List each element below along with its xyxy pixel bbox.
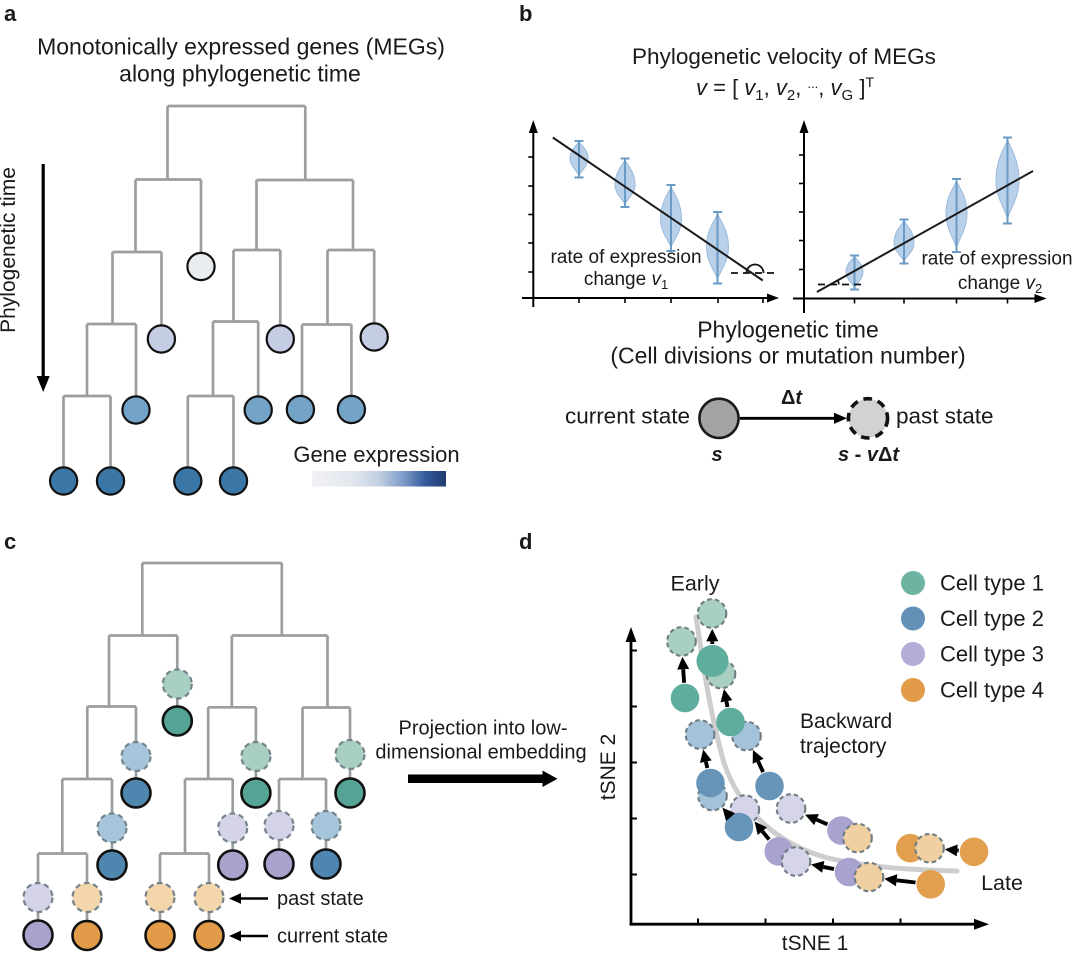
svg-text:past state: past state <box>277 888 364 910</box>
svg-text:(Cell divisions or mutation nu: (Cell divisions or mutation number) <box>610 343 965 369</box>
svg-text:Late: Late <box>981 871 1023 895</box>
svg-text:s - vΔt: s - vΔt <box>838 444 900 466</box>
svg-text:trajectory: trajectory <box>800 735 887 758</box>
svg-text:c: c <box>4 529 16 554</box>
svg-text:Gene expression: Gene expression <box>293 442 459 467</box>
svg-text:Cell type 2: Cell type 2 <box>940 606 1044 631</box>
svg-text:tSNE 2: tSNE 2 <box>597 734 620 801</box>
svg-text:current state: current state <box>277 926 388 948</box>
svg-text:d: d <box>519 529 532 554</box>
svg-text:Phylogenetic time: Phylogenetic time <box>697 317 879 343</box>
svg-text:change v2: change v2 <box>958 273 1042 296</box>
svg-text:rate of expression: rate of expression <box>550 247 701 268</box>
svg-text:Cell type 3: Cell type 3 <box>940 642 1044 667</box>
svg-text:Backward: Backward <box>800 710 892 733</box>
svg-text:Phylogenetic time: Phylogenetic time <box>0 167 20 333</box>
svg-text:dimensional embedding: dimensional embedding <box>375 742 586 764</box>
svg-text:Δt: Δt <box>781 387 803 409</box>
svg-text:a: a <box>4 1 17 26</box>
svg-text:past state: past state <box>896 404 994 429</box>
svg-text:current state: current state <box>565 404 690 429</box>
svg-text:v = [ v1, v2, ..., vG ]T: v = [ v1, v2, ..., vG ]T <box>696 74 874 104</box>
svg-text:rate of expression: rate of expression <box>921 249 1072 270</box>
svg-text:Cell type 4: Cell type 4 <box>940 678 1044 703</box>
svg-text:tSNE 1: tSNE 1 <box>782 932 849 955</box>
svg-text:Early: Early <box>671 572 720 596</box>
svg-text:Projection into low-: Projection into low- <box>399 718 568 740</box>
svg-text:along phylogenetic time: along phylogenetic time <box>119 61 361 87</box>
svg-text:Cell type 1: Cell type 1 <box>940 571 1044 596</box>
svg-text:Phylogenetic velocity of MEGs: Phylogenetic velocity of MEGs <box>632 44 936 69</box>
svg-text:s: s <box>711 444 722 466</box>
svg-text:Monotonically expressed genes: Monotonically expressed genes (MEGs) <box>37 34 445 60</box>
svg-text:b: b <box>519 1 532 26</box>
svg-text:change v1: change v1 <box>584 269 668 292</box>
